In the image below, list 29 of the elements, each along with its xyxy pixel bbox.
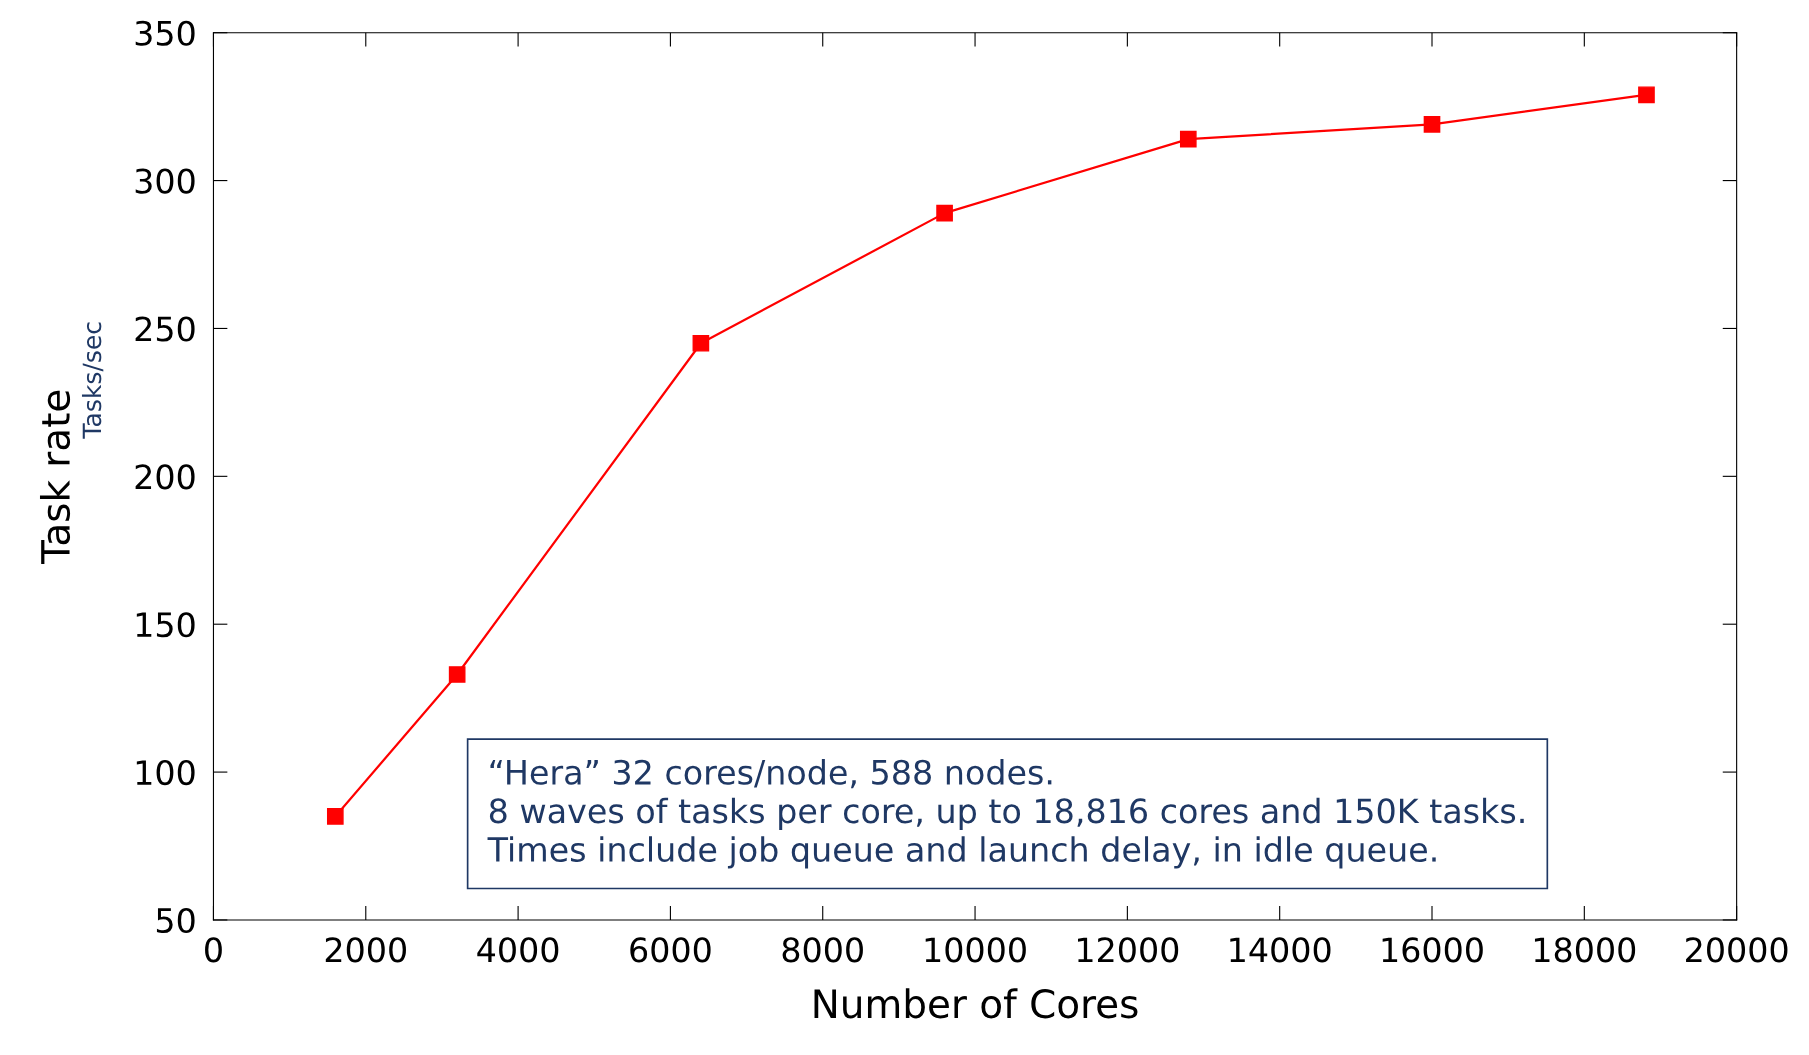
point	[1179, 130, 1197, 148]
x-tick-label: 0	[205, 937, 222, 963]
y-tick-label: 50	[156, 907, 195, 934]
x-tick-label: 20000	[1686, 937, 1788, 963]
x-tick-label: 12000	[1078, 937, 1179, 963]
point	[448, 666, 466, 683]
x-tick-label: 14000	[1230, 937, 1331, 963]
point	[692, 334, 710, 352]
y-tick-label: 300	[135, 168, 195, 194]
point	[1423, 116, 1441, 133]
y-tick-label: 150	[136, 612, 195, 638]
point	[936, 204, 953, 222]
y-tick-label: 100	[136, 760, 195, 786]
x-tick-label: 18000	[1534, 937, 1636, 963]
x-tick-label: 2000	[325, 937, 406, 963]
x-tick-label: 6000	[630, 937, 711, 963]
x-tick-label: 16000	[1382, 937, 1483, 963]
x-tick-label: 4000	[477, 937, 559, 963]
annotation: “Hera” 32 cores/node, 588 nodes. 8 waves of tasks per core, up to 18,816 cores and 150K tasks. Times include job queue and launch delay, in idle queue.	[487, 759, 1524, 869]
y-tick-label: 200	[135, 464, 195, 490]
text: Tasks/sec	[81, 322, 104, 439]
y-axis-title: Task rate	[39, 390, 71, 565]
x-axis-title: Number of Cores	[814, 988, 1138, 1019]
x-tick-label: 8000	[782, 937, 863, 963]
y-tick-label: 250	[135, 316, 195, 342]
x-tick-label: 10000	[925, 937, 1026, 963]
point	[1638, 86, 1655, 104]
y-tick-label: 350	[135, 20, 195, 46]
point	[326, 808, 344, 825]
